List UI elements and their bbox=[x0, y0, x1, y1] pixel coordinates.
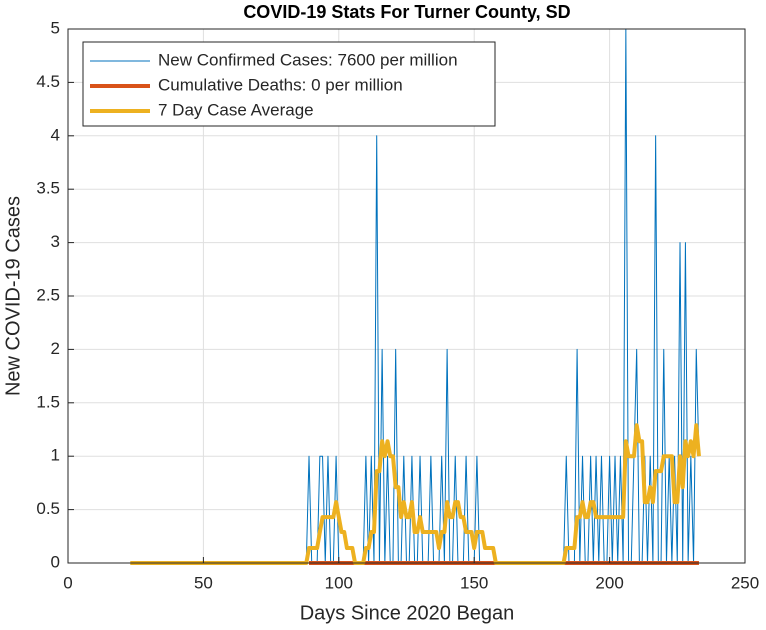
legend-label: New Confirmed Cases: 7600 per million bbox=[158, 50, 458, 69]
y-tick-label: 2 bbox=[51, 339, 60, 358]
x-tick-label: 150 bbox=[460, 573, 488, 592]
y-tick-label: 3.5 bbox=[36, 179, 60, 198]
ticks: 0 50 100 150 200 250 0 0.5 1 1.5 2 2.5 3 3.5 4 4.5 5 bbox=[36, 18, 759, 592]
legend: New Confirmed Cases: 7600 per million Cum… bbox=[82, 41, 496, 127]
y-tick-label: 1.5 bbox=[36, 392, 60, 411]
y-tick-label: 4 bbox=[51, 125, 60, 144]
x-tick-label: 100 bbox=[325, 573, 353, 592]
y-tick-label: 4.5 bbox=[36, 72, 60, 91]
legend-label: 7 Day Case Average bbox=[158, 100, 314, 119]
x-tick-label: 50 bbox=[194, 573, 213, 592]
x-tick-label: 0 bbox=[63, 573, 72, 592]
x-axis-label: Days Since 2020 Began bbox=[300, 602, 515, 624]
y-tick-label: 5 bbox=[51, 18, 60, 37]
y-tick-label: 3 bbox=[51, 232, 60, 251]
y-axis-label: New COVID-19 Cases bbox=[2, 196, 24, 396]
x-tick-label: 200 bbox=[595, 573, 623, 592]
legend-box bbox=[82, 41, 496, 127]
y-tick-label: 2.5 bbox=[36, 285, 60, 304]
y-tick-label: 1 bbox=[51, 446, 60, 465]
chart-title: COVID-19 Stats For Turner County, SD bbox=[243, 2, 570, 22]
y-tick-label: 0 bbox=[51, 552, 60, 571]
legend-label: Cumulative Deaths: 0 per million bbox=[158, 75, 403, 94]
y-tick-label: 0.5 bbox=[36, 499, 60, 518]
x-tick-label: 250 bbox=[731, 573, 759, 592]
